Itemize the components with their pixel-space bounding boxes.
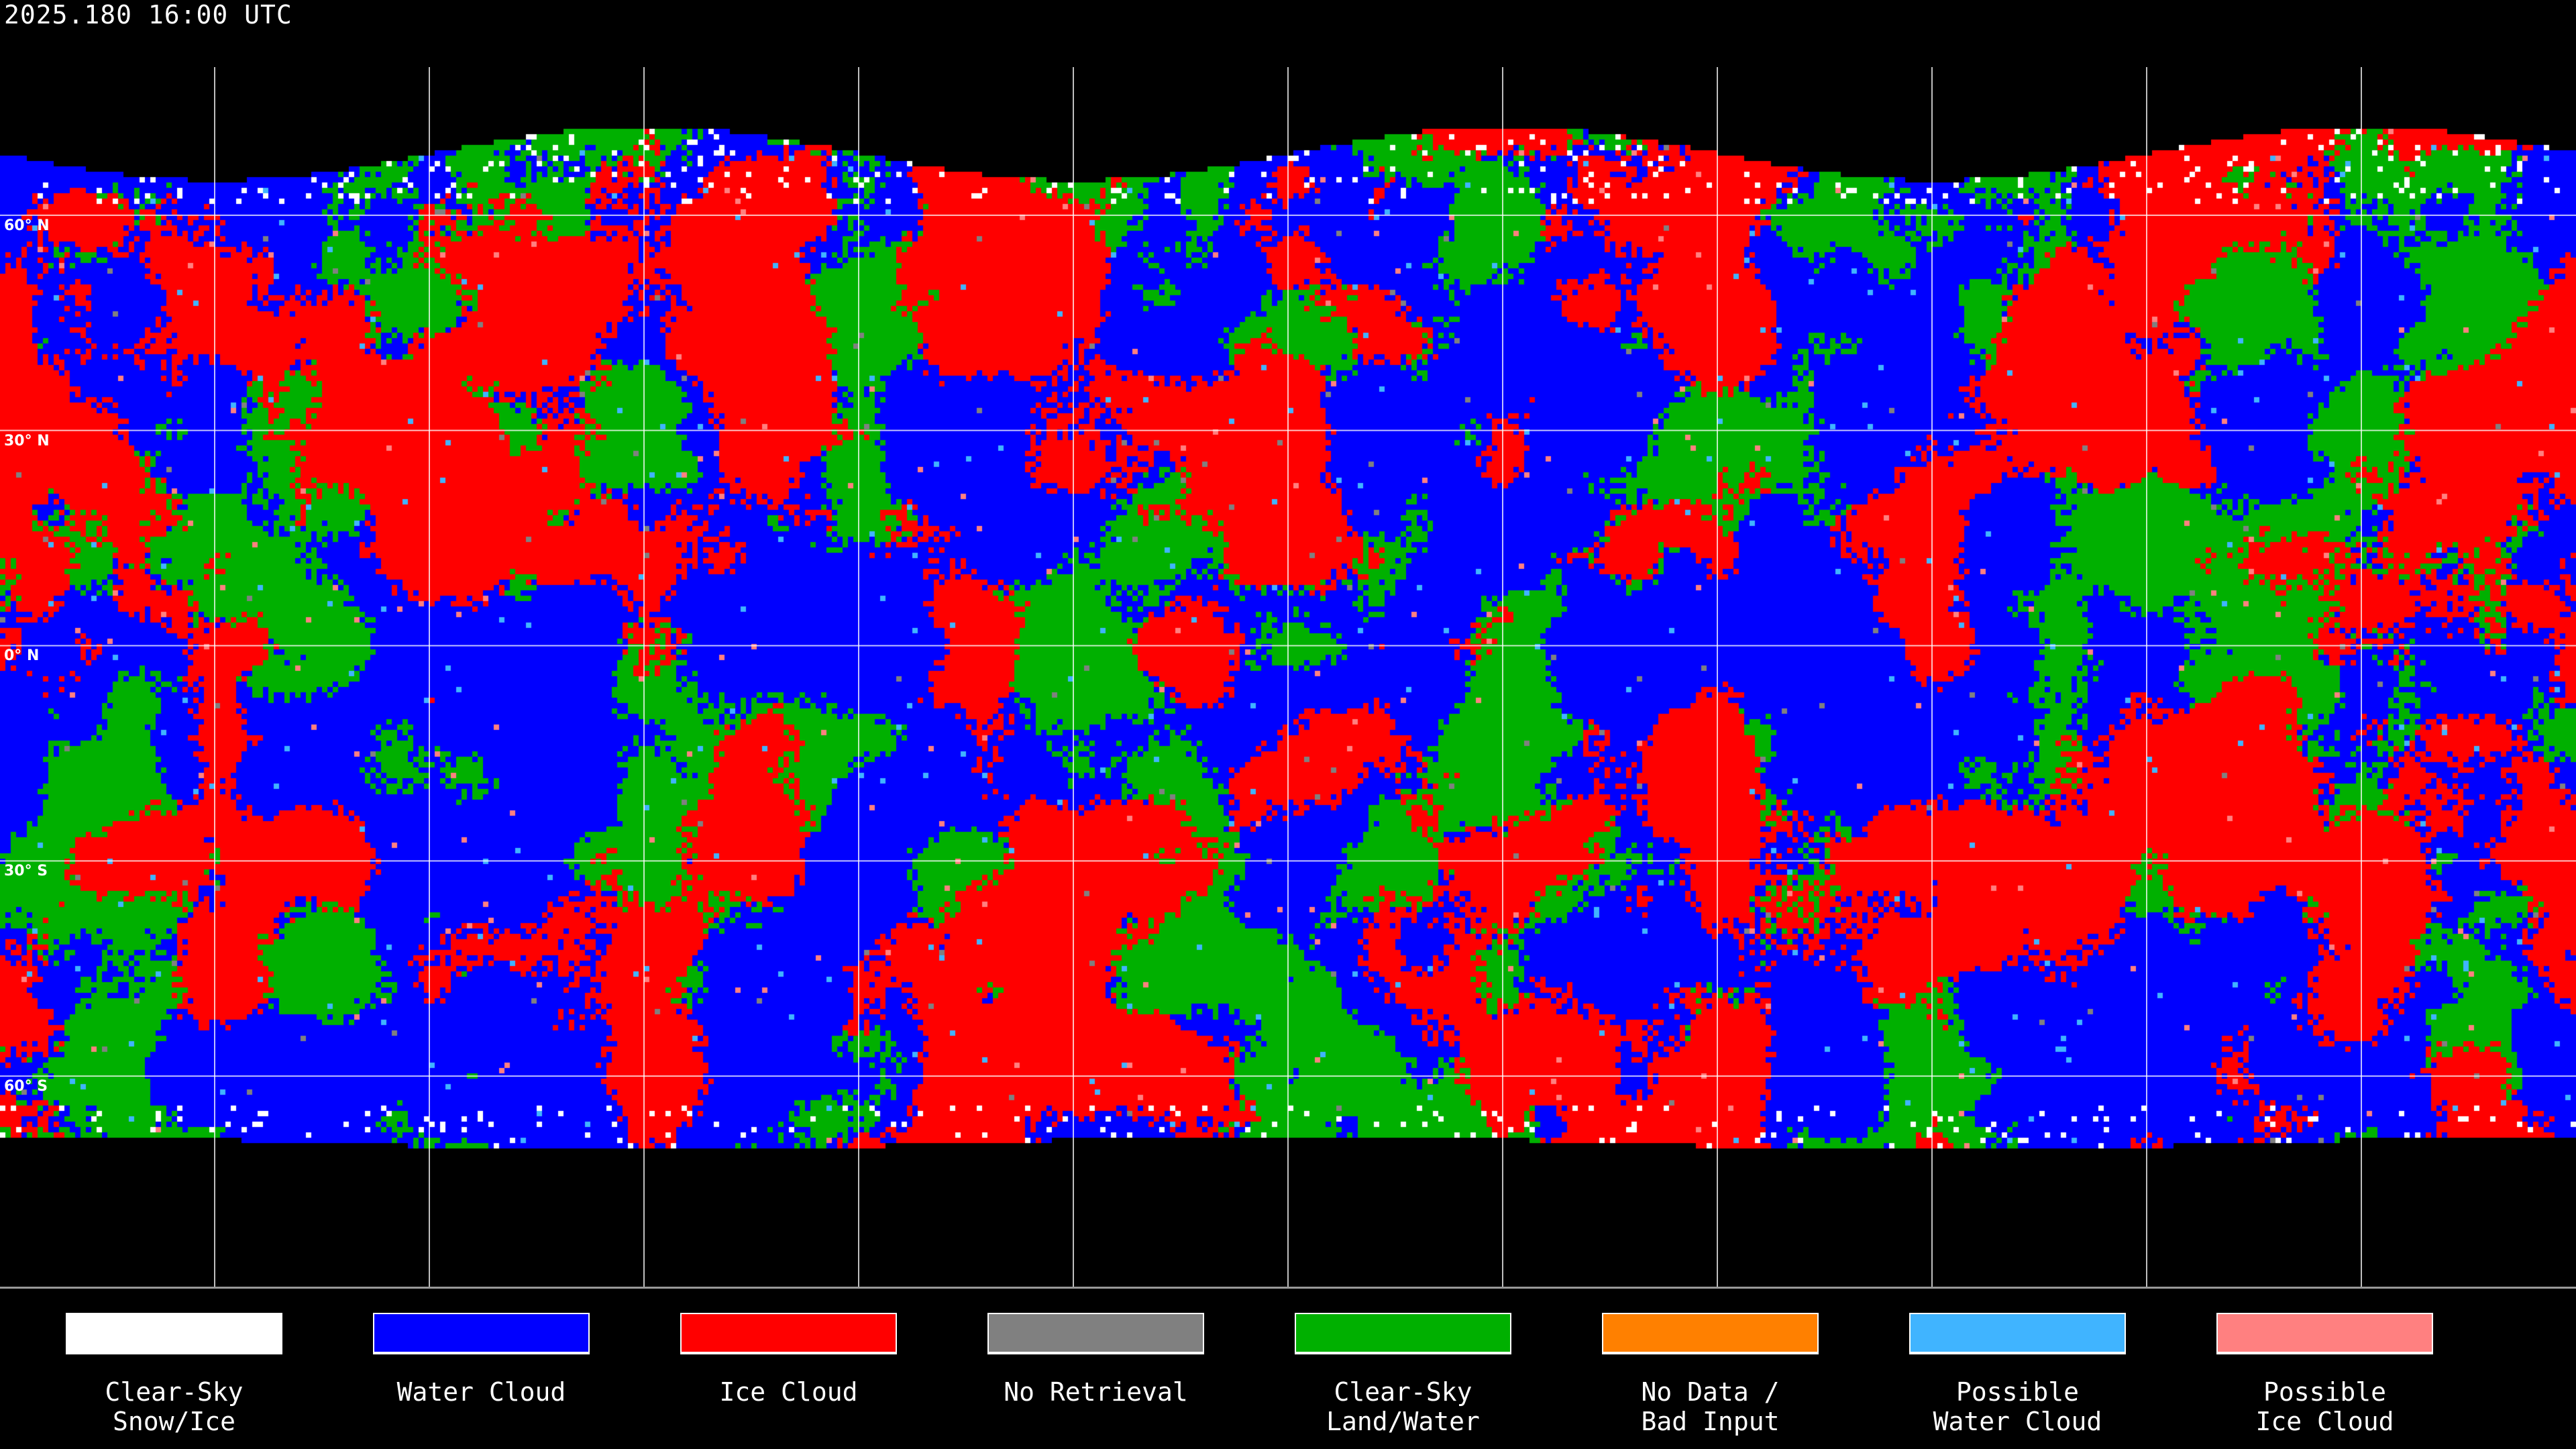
legend-label: No Retrieval [1004,1377,1188,1407]
legend-item-possible-water-cloud: Possible Water Cloud [1909,1313,2126,1436]
legend-label: Water Cloud [396,1377,566,1407]
legend-swatch [66,1313,282,1354]
lat-label-30n: 30° N [4,433,50,449]
legend-item-clear-sky-snow-ice: Clear-Sky Snow/Ice [66,1313,282,1436]
legend-item-possible-ice-cloud: Possible Ice Cloud [2216,1313,2433,1436]
legend-label: Clear-Sky Snow/Ice [105,1377,244,1436]
legend-item-clear-sky-land-water: Clear-Sky Land/Water [1295,1313,1511,1436]
legend-swatch [1295,1313,1511,1354]
legend-swatch [2216,1313,2433,1354]
map-legend-divider [0,1287,2576,1289]
legend-item-water-cloud: Water Cloud [373,1313,590,1407]
legend-swatch [1602,1313,1819,1354]
legend-label: Ice Cloud [719,1377,858,1407]
legend-swatch [680,1313,897,1354]
lat-label-30s: 30° S [4,863,48,879]
legend-label: Possible Ice Cloud [2255,1377,2394,1436]
lat-label-60s: 60° S [4,1078,48,1095]
graticule [0,67,2576,1288]
legend-swatch [373,1313,590,1354]
legend-label: Clear-Sky Land/Water [1326,1377,1480,1436]
lat-label-0: 0° N [4,647,40,664]
legend-item-no-data: No Data / Bad Input [1602,1313,1819,1436]
legend-item-no-retrieval: No Retrieval [987,1313,1204,1407]
legend-label: No Data / Bad Input [1641,1377,1780,1436]
legend-swatch [987,1313,1204,1354]
timestamp: 2025.180 16:00 UTC [4,0,292,30]
legend-label: Possible Water Cloud [1933,1377,2102,1436]
legend-swatch [1909,1313,2126,1354]
legend-item-ice-cloud: Ice Cloud [680,1313,897,1407]
lat-label-60n: 60° N [4,217,50,234]
